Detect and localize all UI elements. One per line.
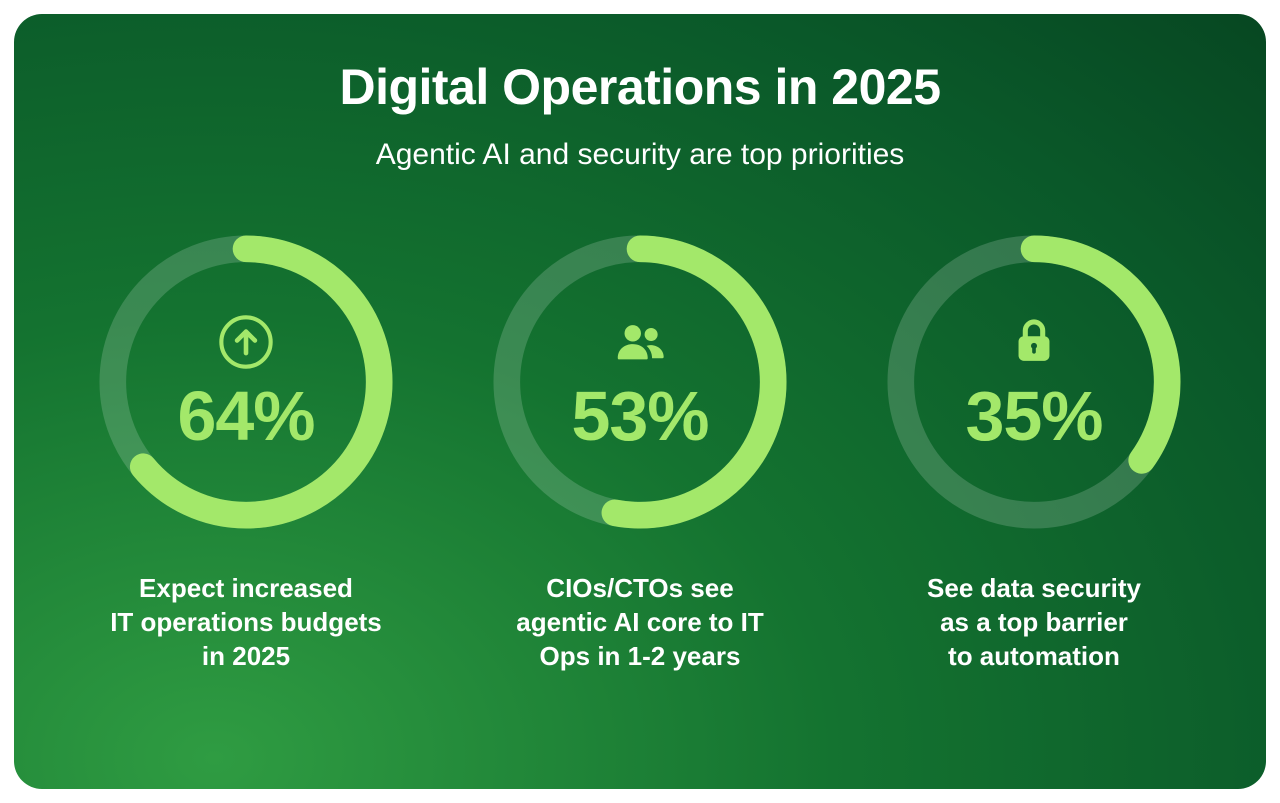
infographic-card: Digital Operations in 2025 Agentic AI an…: [14, 14, 1266, 789]
donut-center-budget: 64%: [98, 234, 394, 530]
stats-row: 64% Expect increased IT operations budge…: [14, 234, 1266, 673]
page-title: Digital Operations in 2025: [339, 59, 941, 115]
donut-agentic-ai: 53%: [492, 234, 788, 530]
donut-chart-data-security: [887, 235, 1181, 529]
arrow-up-circle-icon: [217, 313, 275, 371]
stat-value: 35%: [965, 377, 1103, 455]
stat-caption: See data security as a top barrier to au…: [927, 573, 1141, 671]
users-icon: [611, 313, 669, 371]
donut-chart-agentic-ai: [493, 235, 787, 529]
stat-caption: Expect increased IT operations budgets i…: [110, 573, 382, 671]
stat-budget: 64% Expect increased IT operations budge…: [76, 234, 416, 673]
donut-chart-budget: [99, 235, 393, 529]
stat-value: 53%: [571, 377, 709, 455]
stat-value: 64%: [177, 377, 315, 455]
donut-center-data-security: 35%: [886, 234, 1182, 530]
stat-agentic-ai: 53% CIOs/CTOs see agentic AI core to IT …: [470, 234, 810, 673]
lock-icon: [1005, 313, 1063, 371]
page-subtitle: Agentic AI and security are top prioriti…: [375, 138, 905, 171]
stat-caption: CIOs/CTOs see agentic AI core to IT Ops …: [516, 573, 764, 671]
donut-budget: 64%: [98, 234, 394, 530]
stat-data-security: 35% See data security as a top barrier t…: [864, 234, 1204, 673]
donut-data-security: 35%: [886, 234, 1182, 530]
donut-center-agentic-ai: 53%: [492, 234, 788, 530]
